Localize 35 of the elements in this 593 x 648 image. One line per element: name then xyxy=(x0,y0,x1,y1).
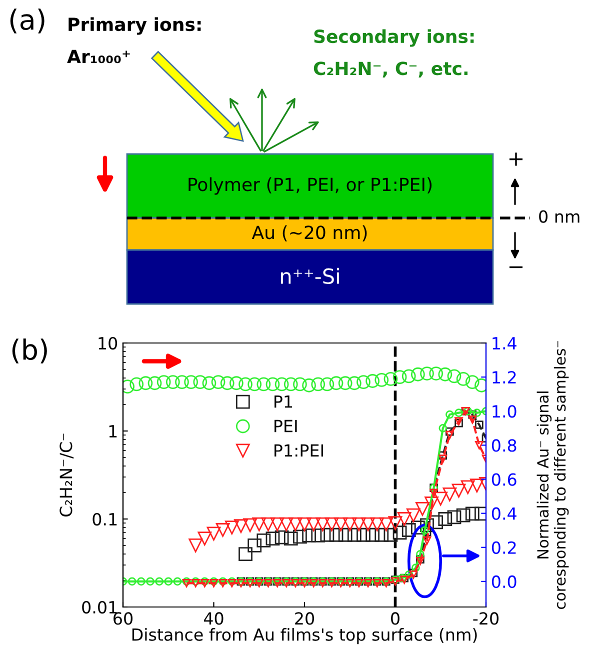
text: C₂H₂N⁻, C⁻, etc. xyxy=(314,62,468,78)
text: Secondary ions: xyxy=(314,29,474,47)
y2-tick-label: 0.4 xyxy=(492,507,516,520)
x-tick-label: 0 xyxy=(391,612,400,625)
x-axis-title: Distance from Au films's top surface (nm) xyxy=(132,628,477,644)
x-tick-label: 20 xyxy=(295,612,314,625)
text: Polymer (P1, PEI, or P1:PEI) xyxy=(188,177,432,195)
y-tick-label: 0.1 xyxy=(92,512,117,526)
text: n⁺⁺-Si xyxy=(281,268,339,284)
y2-tick-label: 0.2 xyxy=(492,541,516,554)
y2-tick-label: 1.0 xyxy=(492,405,516,418)
text: 0 nm xyxy=(539,210,580,223)
text: Primary ions: xyxy=(68,17,201,35)
text: (b) xyxy=(12,338,47,364)
y2-tick-label: 0.0 xyxy=(492,575,516,588)
x-tick-label: -20 xyxy=(473,612,499,625)
x-tick-label: 40 xyxy=(204,612,224,625)
y2-axis-title: Normalized Au⁻ signal coresponding to different samples⁻ xyxy=(536,341,569,609)
y-tick-label: 10 xyxy=(98,336,118,350)
y-tick-label: 1 xyxy=(109,425,117,438)
text: − xyxy=(509,266,523,268)
legend-label: P1:PEI xyxy=(274,444,324,457)
y2-tick-label: 0.8 xyxy=(492,439,516,452)
legend-label: P1 xyxy=(274,395,292,408)
y2-tick-label: 1.4 xyxy=(492,337,516,350)
y-tick-label: 0.01 xyxy=(82,600,117,614)
text: + xyxy=(509,152,523,166)
x-tick-label: 60 xyxy=(114,612,132,625)
legend-label: PEI xyxy=(274,420,297,432)
y-axis-title: C₂H₂N⁻/C⁻ xyxy=(60,434,74,516)
text: Au (~20 nm) xyxy=(252,225,367,242)
text: Ar₁₀₀₀⁺ xyxy=(67,50,130,64)
y2-tick-label: 0.6 xyxy=(492,473,516,486)
y2-tick-label: 1.2 xyxy=(492,371,516,384)
text: (a) xyxy=(10,8,44,34)
